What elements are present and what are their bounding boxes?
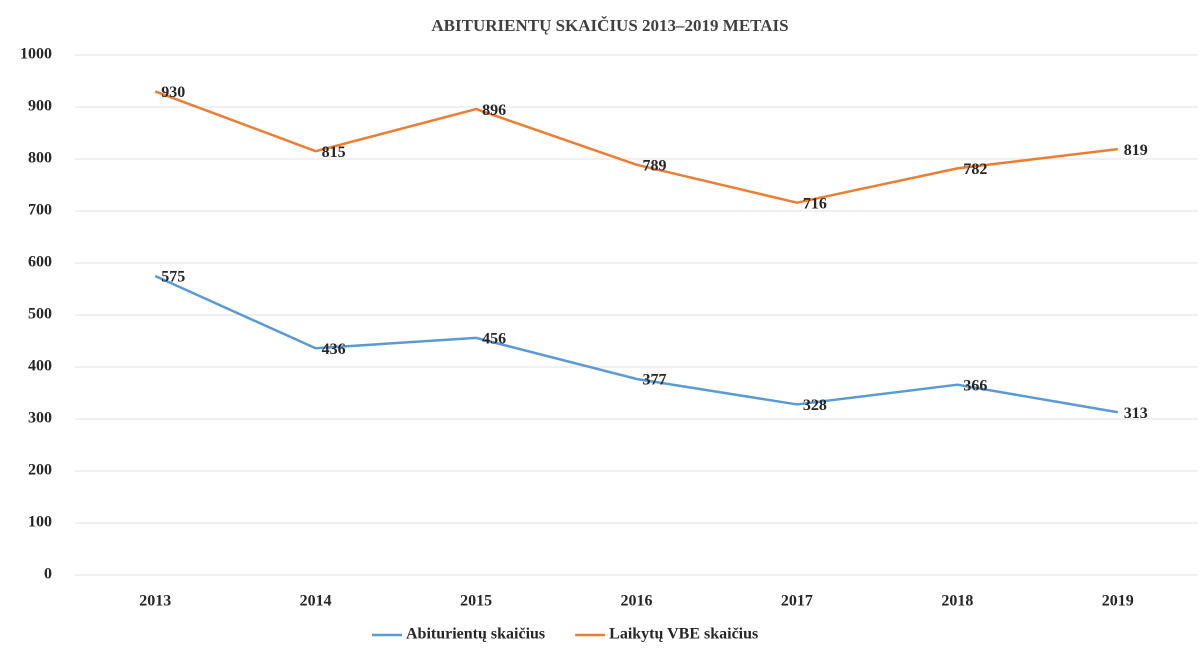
- y-tick-label: 600: [28, 254, 52, 271]
- data-label: 896: [482, 102, 506, 119]
- y-tick-label: 800: [28, 150, 52, 167]
- x-tick-label: 2018: [941, 593, 973, 610]
- y-tick-label: 0: [44, 566, 52, 583]
- data-label: 436: [322, 341, 346, 358]
- data-label: 782: [963, 161, 987, 178]
- data-label: 815: [322, 144, 346, 161]
- x-tick-label: 2015: [460, 593, 492, 610]
- data-label: 456: [482, 331, 506, 348]
- data-label: 716: [803, 195, 827, 212]
- series-line: [154, 90, 1118, 204]
- y-tick-label: 400: [28, 358, 52, 375]
- data-label: 377: [643, 372, 667, 389]
- data-label: 313: [1124, 405, 1148, 422]
- data-label: 575: [161, 269, 185, 286]
- x-tick-label: 2019: [1102, 593, 1134, 610]
- data-label: 328: [803, 397, 827, 414]
- data-label: 819: [1124, 142, 1148, 159]
- data-label: 789: [643, 157, 667, 174]
- legend-label: Laikytų VBE skaičius: [609, 626, 758, 643]
- y-tick-label: 500: [28, 306, 52, 323]
- y-tick-label: 300: [28, 410, 52, 427]
- data-label: 930: [161, 84, 185, 101]
- series-line: [154, 274, 1119, 414]
- legend-label: Abiturientų skaičius: [406, 626, 545, 643]
- x-tick-label: 2014: [300, 593, 332, 610]
- x-tick-label: 2017: [781, 593, 813, 610]
- data-label: 366: [963, 377, 987, 394]
- y-tick-label: 1000: [20, 46, 52, 63]
- y-tick-label: 200: [28, 462, 52, 479]
- y-tick-label: 900: [28, 98, 52, 115]
- chart-title: ABITURIENTŲ SKAIČIUS 2013–2019 METAIS: [431, 16, 788, 35]
- y-tick-label: 700: [28, 202, 52, 219]
- x-tick-label: 2013: [139, 593, 171, 610]
- x-tick-label: 2016: [621, 593, 653, 610]
- y-tick-label: 100: [28, 514, 52, 531]
